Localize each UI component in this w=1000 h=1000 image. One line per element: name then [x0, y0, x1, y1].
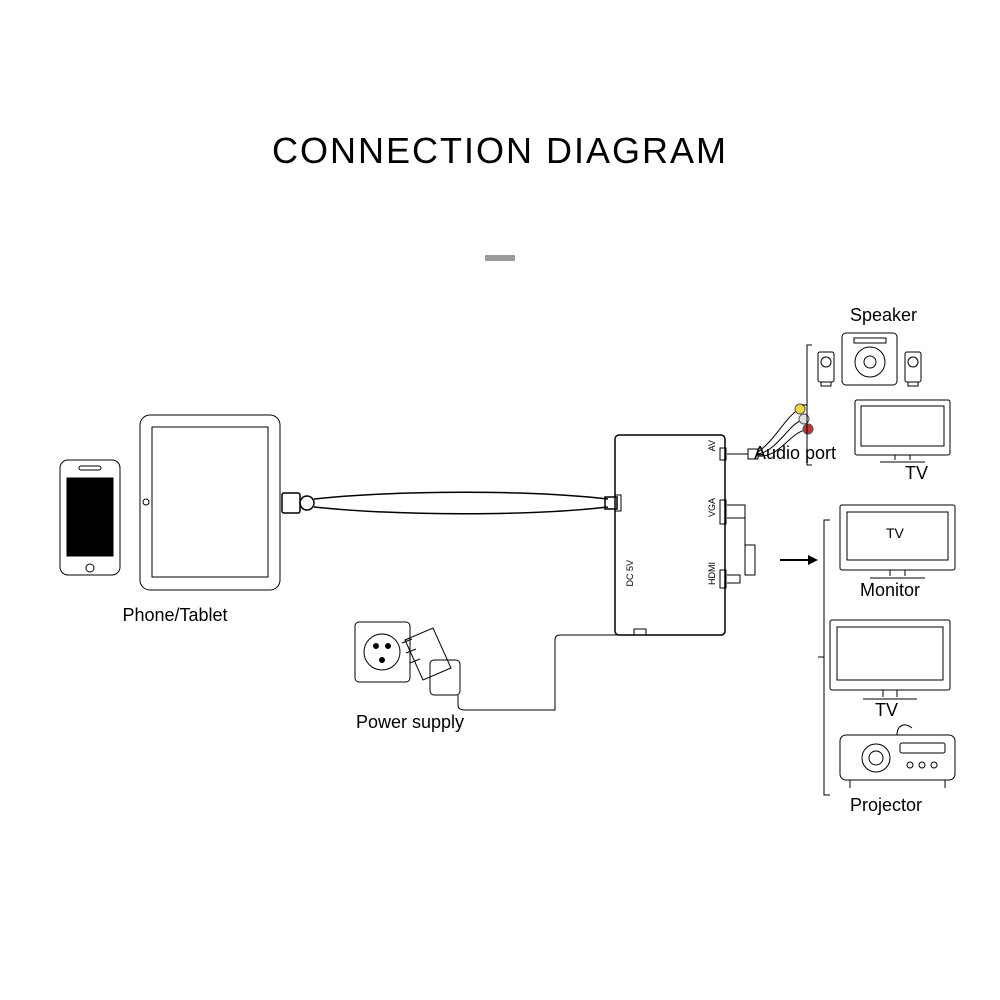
power-plug-icon: [402, 628, 460, 695]
bracket-displays: [818, 520, 830, 795]
speakers-icon: [818, 333, 921, 386]
tv-top-icon: [855, 400, 950, 462]
tablet-icon: [140, 415, 280, 590]
av-cable: [727, 410, 806, 459]
tv-mid-icon: [840, 505, 955, 578]
bracket-audio: [802, 345, 812, 465]
power-cable: [458, 635, 640, 710]
phone-icon: [60, 460, 120, 575]
monitor-icon: [830, 620, 950, 699]
connection-diagram-svg: [0, 0, 1000, 1000]
vga-hdmi-out: [727, 505, 755, 583]
input-cable: [282, 492, 617, 514]
wall-outlet-icon: [355, 622, 410, 682]
arrow-to-displays: [780, 555, 818, 565]
projector-icon: [840, 725, 955, 788]
hub-box: [615, 435, 726, 635]
